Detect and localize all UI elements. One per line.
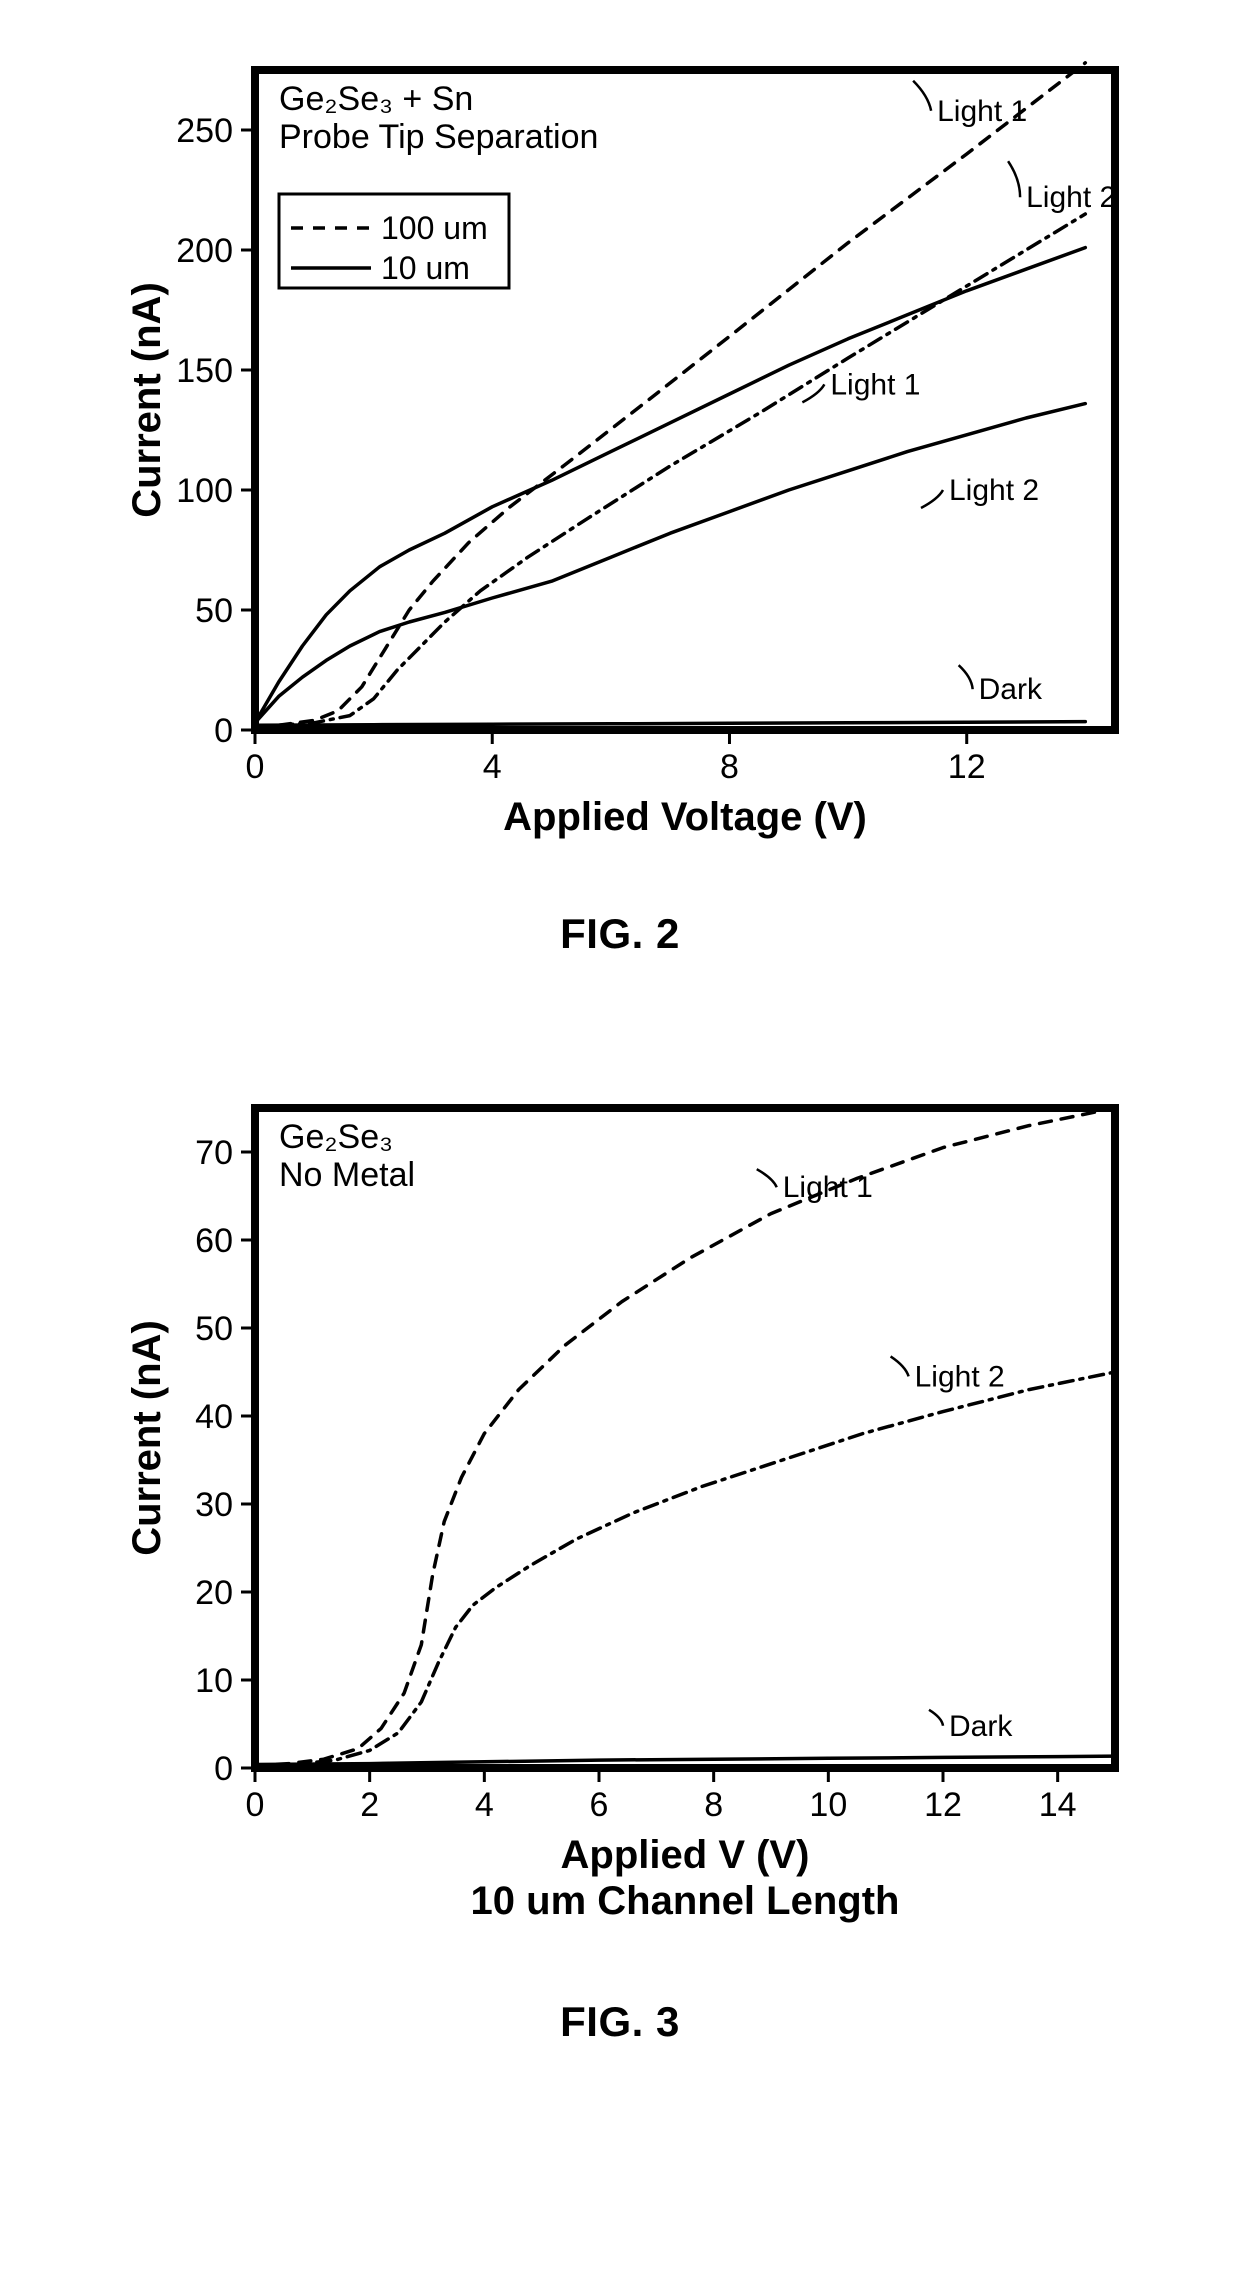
svg-text:14: 14 <box>1039 1786 1077 1824</box>
svg-text:8: 8 <box>720 748 739 786</box>
svg-text:10 um: 10 um <box>381 250 470 286</box>
svg-text:250: 250 <box>176 112 233 150</box>
svg-text:Ge₂Se₃: Ge₂Se₃ <box>279 1118 393 1156</box>
svg-text:Dark: Dark <box>979 673 1043 706</box>
figure-2: 0 4 8 12 0 50 100 150 200 250 Light 1 Light 2 Light … <box>40 40 1200 958</box>
figure-3-caption: FIG. 3 <box>560 1998 680 2046</box>
svg-text:10 um Channel Length: 10 um Channel Length <box>471 1879 900 1923</box>
svg-text:Light 2: Light 2 <box>949 474 1039 507</box>
svg-text:10: 10 <box>195 1662 233 1700</box>
svg-text:Applied V (V): Applied V (V) <box>561 1833 810 1877</box>
svg-text:200: 200 <box>176 232 233 270</box>
svg-text:20: 20 <box>195 1574 233 1612</box>
svg-text:0: 0 <box>214 712 233 750</box>
svg-text:12: 12 <box>948 748 986 786</box>
svg-text:Dark: Dark <box>949 1710 1013 1743</box>
svg-text:100: 100 <box>176 472 233 510</box>
svg-text:Light 2: Light 2 <box>915 1360 1005 1393</box>
svg-text:70: 70 <box>195 1134 233 1172</box>
svg-text:8: 8 <box>704 1786 723 1824</box>
svg-text:60: 60 <box>195 1222 233 1260</box>
svg-text:50: 50 <box>195 592 233 630</box>
svg-text:No Metal: No Metal <box>279 1156 415 1194</box>
svg-text:Light 1: Light 1 <box>830 368 920 401</box>
svg-text:Ge₂Se₃ + Sn: Ge₂Se₃ + Sn <box>279 80 473 118</box>
svg-text:Current (nA): Current (nA) <box>125 282 169 518</box>
svg-text:6: 6 <box>590 1786 609 1824</box>
chart-fig2: 0 4 8 12 0 50 100 150 200 250 Light 1 Light 2 Light … <box>95 40 1145 860</box>
chart-fig3: 0 2 4 6 8 10 12 14 0 10 20 30 40 50 60 70 Light 1 Light 2… <box>95 1078 1145 1948</box>
svg-text:100 um: 100 um <box>381 210 488 246</box>
svg-text:30: 30 <box>195 1486 233 1524</box>
svg-text:4: 4 <box>483 748 502 786</box>
svg-text:10: 10 <box>809 1786 847 1824</box>
figure-2-caption: FIG. 2 <box>560 910 680 958</box>
page: 04812050100150200250Light 1Light 2Light … <box>0 0 1240 2146</box>
svg-text:4: 4 <box>475 1786 494 1824</box>
svg-text:12: 12 <box>924 1786 962 1824</box>
svg-text:0: 0 <box>246 1786 265 1824</box>
svg-text:0: 0 <box>246 748 265 786</box>
svg-text:Light 1: Light 1 <box>783 1171 873 1204</box>
svg-text:Current (nA): Current (nA) <box>125 1320 169 1556</box>
svg-text:50: 50 <box>195 1310 233 1348</box>
svg-text:0: 0 <box>214 1750 233 1788</box>
svg-text:40: 40 <box>195 1398 233 1436</box>
svg-text:150: 150 <box>176 352 233 390</box>
svg-text:Light 2: Light 2 <box>1026 181 1116 214</box>
svg-text:Probe Tip Separation: Probe Tip Separation <box>279 118 598 156</box>
svg-text:Applied Voltage (V): Applied Voltage (V) <box>503 795 867 839</box>
svg-text:2: 2 <box>360 1786 379 1824</box>
svg-text:Light 1: Light 1 <box>937 95 1027 128</box>
figure-3: 0 2 4 6 8 10 12 14 0 10 20 30 40 50 60 70 Light 1 Light 2… <box>40 1078 1200 2046</box>
